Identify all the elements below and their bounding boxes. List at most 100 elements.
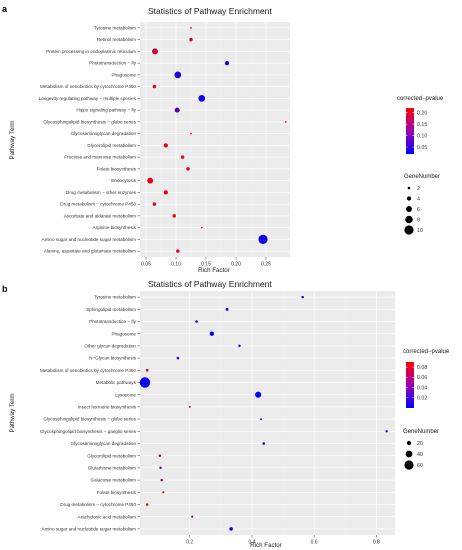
y-axis-title-b: Pathway Term <box>9 393 16 432</box>
color-legend-title-b: corrected−pvalue <box>403 349 450 355</box>
size-legend-dot <box>407 186 411 190</box>
enrichment-point <box>145 368 149 372</box>
pathway-term-label: Protein processing in endoplasmic reticu… <box>46 49 136 54</box>
pathway-term-label: Metabolism of xenobiotics by cytochrome … <box>40 368 136 373</box>
enrichment-point <box>259 418 262 421</box>
chart-title-a: Statistics of Pathway Enrichment <box>148 6 272 16</box>
pathway-term-label: Arachidonic acid metabolism <box>78 514 137 519</box>
pathway-term-label: Insect hormone biosynthesis <box>78 405 137 410</box>
enrichment-point <box>189 37 193 42</box>
size-legend-label: 10 <box>417 228 423 234</box>
points-b <box>139 295 388 531</box>
size-legend-b: 20 40 60 <box>404 441 423 470</box>
size-legend-dot <box>404 460 414 470</box>
enrichment-point <box>255 391 262 398</box>
x-axis-title-b: Rich Factor <box>250 542 282 549</box>
panel-a: a Statistics of Pathway Enrichment Tyros… <box>2 4 444 274</box>
pathway-term-label: Other glycan degradation <box>84 344 136 349</box>
size-legend-dot <box>406 440 412 446</box>
pathway-term-label: Metabolism of xenobiotics by cytochrome … <box>40 84 136 89</box>
enrichment-point <box>176 249 180 253</box>
enrichment-point <box>176 356 180 360</box>
color-legend-a: 0.20 0.15 0.10 0.05 <box>406 108 427 154</box>
pathway-term-label: Phagosome <box>111 72 136 77</box>
color-bar-label: 0.20 <box>417 110 427 116</box>
size-legend-title-a: GeneNumber <box>404 174 440 180</box>
pathway-term-label: Phagosome <box>111 331 136 336</box>
pathway-term-label: Folate biosynthesis <box>97 166 137 171</box>
enrichment-point <box>258 234 268 244</box>
pathway-term-label: N−Glycan biosynthesis <box>89 356 137 361</box>
enrichment-point <box>301 295 304 299</box>
pathway-term-label: Alanine, aspartate and glutamate metabol… <box>44 249 136 254</box>
y-axis-labels-a: Tyrosine metabolism Retinol metabolism Pro… <box>39 25 140 254</box>
panel-label-a: a <box>2 4 8 14</box>
pathway-term-label: Sphingolipid metabolism <box>86 307 136 312</box>
y-axis-labels-b: Tyrosine metabolism Sphingolipid metaboli… <box>40 295 140 532</box>
pathway-term-label: Drug metabolism − cytochrome P450 <box>60 202 136 207</box>
color-bar-label: 0.15 <box>417 122 427 128</box>
pathway-term-label: Glycerolipid metabolism <box>87 143 136 148</box>
x-axis-ticks-b: 0.2 0.4 0.6 0.8 <box>186 535 380 546</box>
color-bar-label: 0.05 <box>417 145 427 151</box>
pathway-term-label: Arginine biosynthesis <box>93 225 137 230</box>
color-bar-label: 0.02 <box>417 396 427 402</box>
pathway-term-label: Glycosphingolipid biosynthesis − globo s… <box>43 417 136 422</box>
size-legend-dot <box>405 450 413 458</box>
enrichment-point <box>262 442 266 445</box>
y-axis-title-a: Pathway Term <box>9 120 16 159</box>
enrichment-point <box>186 167 190 171</box>
enrichment-point <box>174 107 180 113</box>
enrichment-point <box>139 377 151 388</box>
enrichment-point <box>162 491 165 494</box>
x-tick-label: 0.10 <box>171 262 181 268</box>
pathway-term-label: Lysosome <box>115 392 136 397</box>
x-tick-label: 0.8 <box>373 540 380 546</box>
enrichment-point <box>224 60 230 66</box>
size-legend-label: 40 <box>417 452 423 458</box>
pathway-term-label: Drug metabolism − other enzymes <box>66 190 137 195</box>
enrichment-point <box>209 331 214 336</box>
x-tick-label: 0.20 <box>231 262 241 268</box>
size-legend-label: 2 <box>417 186 420 192</box>
x-tick-label: 0.4 <box>248 540 255 546</box>
size-legend-dot <box>405 215 413 224</box>
pathway-term-label: Glycosphingolipid biosynthesis − ganglio… <box>40 429 137 434</box>
pathway-term-label: Amino sugar and nucleotide sugar metabol… <box>42 237 137 242</box>
pathway-term-label: Longevity regulating pathway − multiple … <box>39 96 137 101</box>
size-legend-label: 4 <box>417 196 420 202</box>
pathway-term-label: Fructose and mannose metabolism <box>64 155 136 160</box>
pathway-term-label: Glycosphingolipid biosynthesis − globo s… <box>43 119 136 124</box>
enrichment-point <box>200 226 203 229</box>
color-bar <box>406 108 414 154</box>
enrichment-point <box>190 132 192 135</box>
pathway-term-label: Glutathione metabolism <box>88 466 136 471</box>
enrichment-point <box>147 177 154 184</box>
enrichment-point <box>229 527 233 531</box>
size-legend-a: 2 4 6 8 10 <box>404 186 423 235</box>
pathway-term-label: Amino sugar and nucleotide sugar metabol… <box>42 527 137 532</box>
pathway-term-label: Endocytosis <box>111 178 136 183</box>
plot-area-a <box>140 22 290 257</box>
color-legend-b: 0.08 0.06 0.04 0.02 <box>406 362 427 408</box>
enrichment-point <box>238 344 241 348</box>
color-bar-label: 0.08 <box>417 365 427 371</box>
color-bar-label: 0.06 <box>417 375 427 381</box>
pathway-term-label: Glycosaminoglycan degradation <box>71 441 137 446</box>
enrichment-point <box>160 478 164 482</box>
pathway-term-label: Glycerolipid metabolism <box>87 453 136 458</box>
pathway-term-label: Retinol metabolism <box>97 37 136 42</box>
pathway-term-label: Phototransduction − fly <box>89 61 137 66</box>
size-legend-label: 8 <box>417 217 420 223</box>
pathway-term-label: Drug metabolism − cytochrome P450 <box>60 502 136 507</box>
enrichment-point <box>198 95 206 102</box>
enrichment-point <box>152 84 157 89</box>
pathway-term-label: Hippo signaling pathway − fly <box>76 108 136 113</box>
x-axis-title-a: Rich Factor <box>198 267 230 274</box>
enrichment-point <box>145 503 149 506</box>
enrichment-point <box>152 48 158 55</box>
size-legend-dot <box>406 206 412 212</box>
color-bar-label: 0.10 <box>417 133 427 139</box>
size-legend-label: 60 <box>417 463 423 469</box>
size-legend-title-b: GeneNumber <box>403 429 439 435</box>
